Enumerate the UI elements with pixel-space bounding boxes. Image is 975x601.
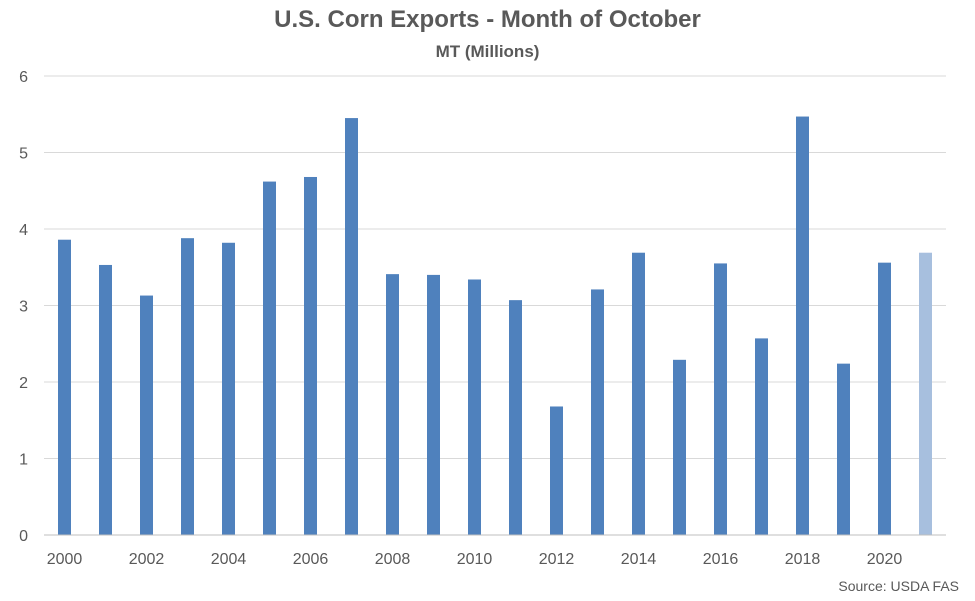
- bar-2012: [550, 406, 563, 535]
- y-tick-label: 6: [19, 69, 28, 86]
- bar-2002: [140, 295, 153, 535]
- x-tick-label: 2006: [293, 551, 329, 568]
- chart-title: U.S. Corn Exports - Month of October: [274, 6, 701, 33]
- bar-2010: [468, 279, 481, 535]
- x-tick-label: 2002: [129, 551, 165, 568]
- bar-2005: [263, 181, 276, 535]
- bar-2014: [632, 252, 645, 535]
- bar-2015: [673, 359, 686, 535]
- x-tick-label: 2008: [375, 551, 411, 568]
- bar-2016: [714, 263, 727, 535]
- x-tick-label: 2012: [539, 551, 575, 568]
- bar-2019: [837, 363, 850, 535]
- y-tick-label: 2: [19, 375, 28, 392]
- x-axis-tick-labels: 2000 2002 2004 2006 2008 2010 2012 2014 2016 2018…: [47, 551, 903, 568]
- x-tick-label: 2000: [47, 551, 83, 568]
- bar-2001: [99, 264, 112, 535]
- bar-2020: [878, 262, 891, 535]
- bar-2004: [222, 242, 235, 535]
- x-tick-label: 2018: [785, 551, 821, 568]
- x-tick-label: 2010: [457, 551, 493, 568]
- source-note: Source: USDA FAS: [838, 578, 959, 594]
- x-tick-label: 2016: [703, 551, 739, 568]
- x-tick-label: 2004: [211, 551, 247, 568]
- y-tick-label: 3: [19, 299, 28, 316]
- x-tick-label: 2020: [867, 551, 903, 568]
- y-tick-label: 5: [19, 146, 28, 163]
- bar-2006: [304, 176, 317, 536]
- bar-2011: [509, 300, 522, 535]
- chart-subtitle: MT (Millions): [435, 42, 540, 61]
- x-tick-label: 2014: [621, 551, 657, 568]
- bar-2021: [919, 252, 932, 535]
- bar-2000: [58, 239, 71, 535]
- gridlines: [44, 75, 946, 459]
- bar-2017: [755, 338, 768, 535]
- bar-2003: [181, 238, 194, 535]
- bars: [58, 116, 932, 536]
- bar-2008: [386, 274, 399, 535]
- y-axis-tick-labels: 0 1 2 3 4 5 6: [19, 69, 28, 545]
- bar-2009: [427, 274, 440, 535]
- bar-2013: [591, 289, 604, 535]
- y-tick-label: 1: [19, 452, 28, 469]
- y-tick-label: 0: [19, 528, 28, 545]
- bar-2018: [796, 116, 809, 536]
- bar-2007: [345, 118, 358, 535]
- y-tick-label: 4: [19, 222, 28, 239]
